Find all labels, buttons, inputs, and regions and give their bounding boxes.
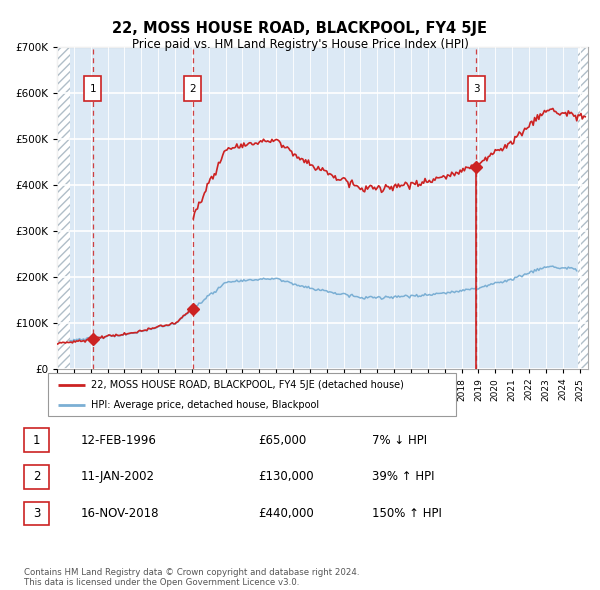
Bar [578, 47, 588, 369]
Text: 16-NOV-2018: 16-NOV-2018 [81, 507, 160, 520]
Text: 39% ↑ HPI: 39% ↑ HPI [372, 470, 434, 483]
Text: 7% ↓ HPI: 7% ↓ HPI [372, 434, 427, 447]
Text: 22, MOSS HOUSE ROAD, BLACKPOOL, FY4 5JE: 22, MOSS HOUSE ROAD, BLACKPOOL, FY4 5JE [113, 21, 487, 35]
Text: 1: 1 [33, 434, 40, 447]
Text: 2: 2 [189, 84, 196, 94]
Text: 150% ↑ HPI: 150% ↑ HPI [372, 507, 442, 520]
FancyBboxPatch shape [48, 373, 456, 416]
Text: 12-FEB-1996: 12-FEB-1996 [81, 434, 157, 447]
FancyBboxPatch shape [468, 76, 485, 101]
Text: 22, MOSS HOUSE ROAD, BLACKPOOL, FY4 5JE (detached house): 22, MOSS HOUSE ROAD, BLACKPOOL, FY4 5JE … [91, 381, 404, 391]
Text: Contains HM Land Registry data © Crown copyright and database right 2024.: Contains HM Land Registry data © Crown c… [24, 568, 359, 577]
Text: £440,000: £440,000 [258, 507, 314, 520]
Text: Price paid vs. HM Land Registry's House Price Index (HPI): Price paid vs. HM Land Registry's House … [131, 38, 469, 51]
FancyBboxPatch shape [184, 76, 201, 101]
Text: 11-JAN-2002: 11-JAN-2002 [81, 470, 155, 483]
Text: £65,000: £65,000 [258, 434, 306, 447]
Text: 3: 3 [33, 507, 40, 520]
Text: £130,000: £130,000 [258, 470, 314, 483]
Bar [57, 47, 70, 369]
Text: This data is licensed under the Open Government Licence v3.0.: This data is licensed under the Open Gov… [24, 578, 299, 587]
Text: 2: 2 [33, 470, 40, 483]
Text: 1: 1 [89, 84, 96, 94]
FancyBboxPatch shape [85, 76, 101, 101]
Text: 3: 3 [473, 84, 480, 94]
Text: HPI: Average price, detached house, Blackpool: HPI: Average price, detached house, Blac… [91, 401, 319, 410]
